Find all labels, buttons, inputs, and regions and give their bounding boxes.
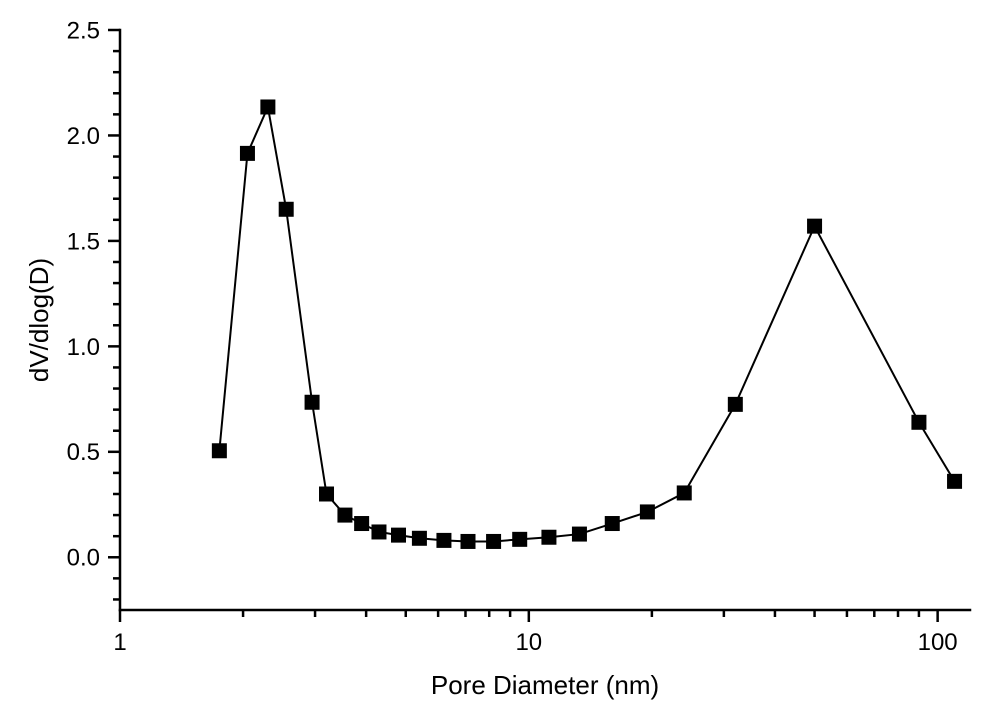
data-marker <box>640 505 654 519</box>
y-tick-label: 2.0 <box>67 123 100 150</box>
chart-container: 1 10 100 0.0 0.5 1.0 1.5 2.0 2.5 Pore Diameter (n… <box>0 0 1000 728</box>
data-marker <box>572 527 586 541</box>
data-marker <box>912 415 926 429</box>
data-marker <box>948 474 962 488</box>
data-marker <box>513 532 527 546</box>
x-axis-label: Pore Diameter (nm) <box>431 670 659 700</box>
y-tick-label: 0.5 <box>67 439 100 466</box>
data-marker <box>261 100 275 114</box>
x-tick-label: 100 <box>918 629 958 656</box>
x-tick-label: 1 <box>113 629 126 656</box>
y-tick-label: 1.0 <box>67 334 100 361</box>
data-marker <box>808 219 822 233</box>
data-marker <box>542 530 556 544</box>
y-axis-label: dV/dlog(D) <box>24 258 54 382</box>
y-tick-label: 0.0 <box>67 545 100 572</box>
data-marker <box>305 395 319 409</box>
x-tick-label: 10 <box>515 629 542 656</box>
data-marker <box>355 517 369 531</box>
data-marker <box>372 525 386 539</box>
data-marker <box>461 534 475 548</box>
data-marker <box>338 508 352 522</box>
data-marker <box>279 202 293 216</box>
data-marker <box>320 487 334 501</box>
data-marker <box>412 531 426 545</box>
y-tick-label: 1.5 <box>67 228 100 255</box>
data-marker <box>392 528 406 542</box>
data-marker <box>728 397 742 411</box>
data-marker <box>677 486 691 500</box>
chart-svg: 1 10 100 0.0 0.5 1.0 1.5 2.0 2.5 Pore Diameter (n… <box>0 0 1000 728</box>
data-marker <box>487 534 501 548</box>
data-marker <box>240 146 254 160</box>
y-tick-label: 2.5 <box>67 17 100 44</box>
data-marker <box>437 533 451 547</box>
data-marker <box>605 517 619 531</box>
data-marker <box>212 444 226 458</box>
